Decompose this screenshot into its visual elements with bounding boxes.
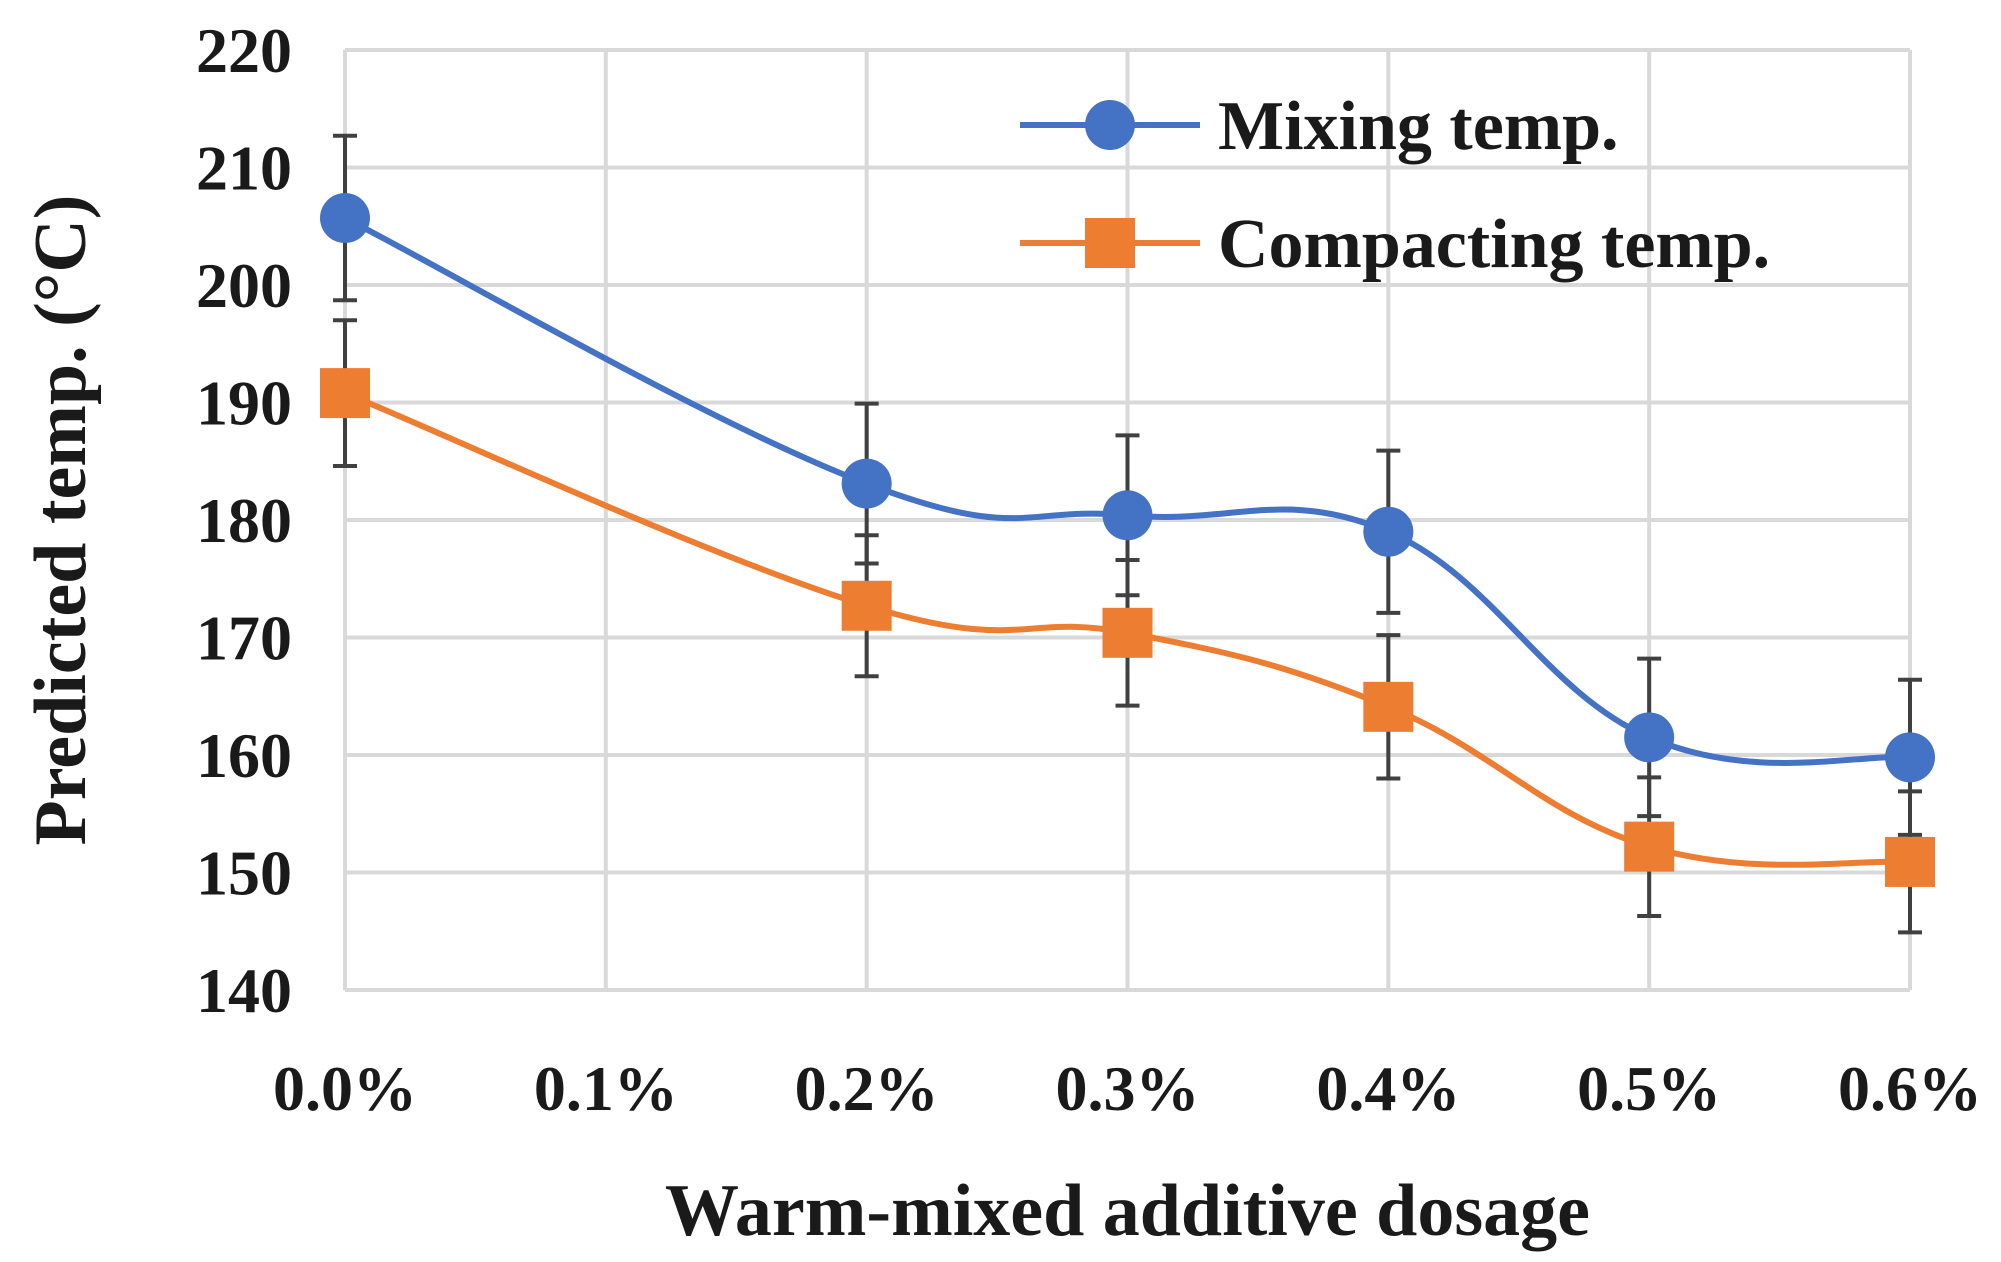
y-tick-label: 190: [196, 368, 292, 439]
y-tick-label: 210: [196, 133, 292, 204]
compacting-point: [320, 368, 370, 419]
y-tick-label: 140: [196, 955, 292, 1026]
x-tick-label: 0.3%: [1056, 1053, 1200, 1124]
mixing-point: [1102, 490, 1153, 541]
mixing-point: [1885, 732, 1935, 783]
x-tick-label: 0.5%: [1577, 1053, 1721, 1124]
compacting-legend-marker: [1085, 218, 1135, 268]
compacting-point: [1885, 836, 1935, 887]
y-tick-label: 150: [196, 838, 292, 909]
mixing-point: [320, 193, 370, 244]
x-tick-label: 0.0%: [273, 1053, 417, 1124]
y-tick-label: 180: [196, 485, 292, 556]
x-tick-label: 0.2%: [795, 1053, 939, 1124]
x-tick-label: 0.6%: [1838, 1053, 1982, 1124]
compacting-point: [1624, 821, 1675, 872]
y-axis-title: Predicted temp. (°C): [20, 195, 102, 846]
compacting-legend-label: Compacting temp.: [1218, 206, 1770, 283]
x-tick-label: 0.4%: [1316, 1053, 1460, 1124]
series-group: [320, 133, 1935, 935]
legend: Mixing temp. Compacting temp.: [1020, 88, 1770, 283]
x-axis-ticks: 0.0% 0.1% 0.2% 0.3% 0.4% 0.5% 0.6%: [273, 1053, 1982, 1124]
y-tick-label: 220: [196, 15, 292, 86]
y-tick-label: 170: [196, 603, 292, 674]
mixing-legend-label: Mixing temp.: [1218, 88, 1619, 165]
y-axis-ticks: 140 150 160 170 180 190 200 210 220: [196, 15, 292, 1026]
compacting-point: [1102, 607, 1153, 658]
compacting-point: [1363, 681, 1414, 732]
compacting-point: [841, 580, 892, 631]
x-tick-label: 0.1%: [534, 1053, 678, 1124]
y-tick-label: 200: [196, 250, 292, 321]
mixing-point: [1363, 506, 1414, 557]
y-tick-label: 160: [196, 720, 292, 791]
x-axis-title: Warm-mixed additive dosage: [665, 1170, 1590, 1252]
mixing-legend-marker: [1085, 100, 1135, 150]
mixing-point: [1624, 712, 1675, 763]
mixing-point: [841, 458, 892, 509]
